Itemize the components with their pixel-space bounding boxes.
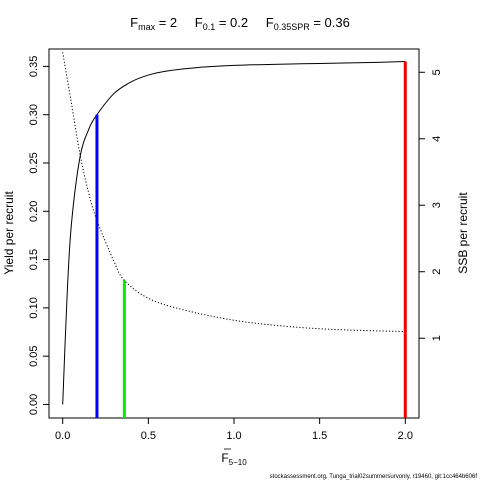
y-right-tick-label: 2 [431,269,443,275]
y-left-tick-label: 0.25 [28,152,40,173]
x-tick-label: 0.0 [55,430,70,442]
y-right-tick-label: 5 [431,69,443,75]
x-tick-label: 2.0 [398,430,413,442]
x-axis-label-base: F [221,451,228,465]
y-left-tick-label: 0.30 [28,104,40,125]
title-fmax-base: F [130,15,138,30]
title-f01-base: F [195,15,203,30]
x-tick-label: 1.0 [226,430,241,442]
data-layer [62,52,407,418]
title-f01-val: = 0.2 [215,15,248,30]
y-left-tick-label: 0.35 [28,56,40,77]
ssb-per-recruit-line [62,52,406,333]
title-fmax-val: = 2 [155,15,177,30]
y-left-tick-label: 0.10 [28,297,40,318]
yield-per-recruit-line [62,61,406,405]
y-right-tick-label: 3 [431,202,443,208]
title-fspr-base: F [266,15,274,30]
x-tick-label: 0.5 [141,430,156,442]
y-right-axis-label: SSB per recruit [456,192,470,274]
y-left-axis-label: Yield per recruit [2,191,16,275]
x-axis-label: F5−10 [221,451,247,467]
title-fspr-val: = 0.36 [310,15,350,30]
y-left-tick-label: 0.05 [28,345,40,366]
y-left-tick-label: 0.00 [28,394,40,415]
x-tick-label: 1.5 [312,430,327,442]
axis-layer: 0.0 0.5 1.0 1.5 2.0 0.00 0.05 0.10 0.15 0.20 0.25 0… [28,56,443,442]
title-fmax-sub: max [138,22,156,32]
x-axis-label-sub: 5−10 [229,458,248,467]
y-right-tick-label: 4 [431,136,443,142]
footer-text: stockassessment.org, Tunga_trial02summer… [270,474,478,480]
title-fspr-sub: 0.35SPR [274,22,311,32]
title-f01-sub: 0.1 [203,22,216,32]
y-left-tick-label: 0.15 [28,249,40,270]
chart-title: Fmax = 2 F0.1 = 0.2 F0.35SPR = 0.36 [130,15,350,32]
y-left-tick-label: 0.20 [28,201,40,222]
y-right-tick-label: 1 [431,335,443,341]
